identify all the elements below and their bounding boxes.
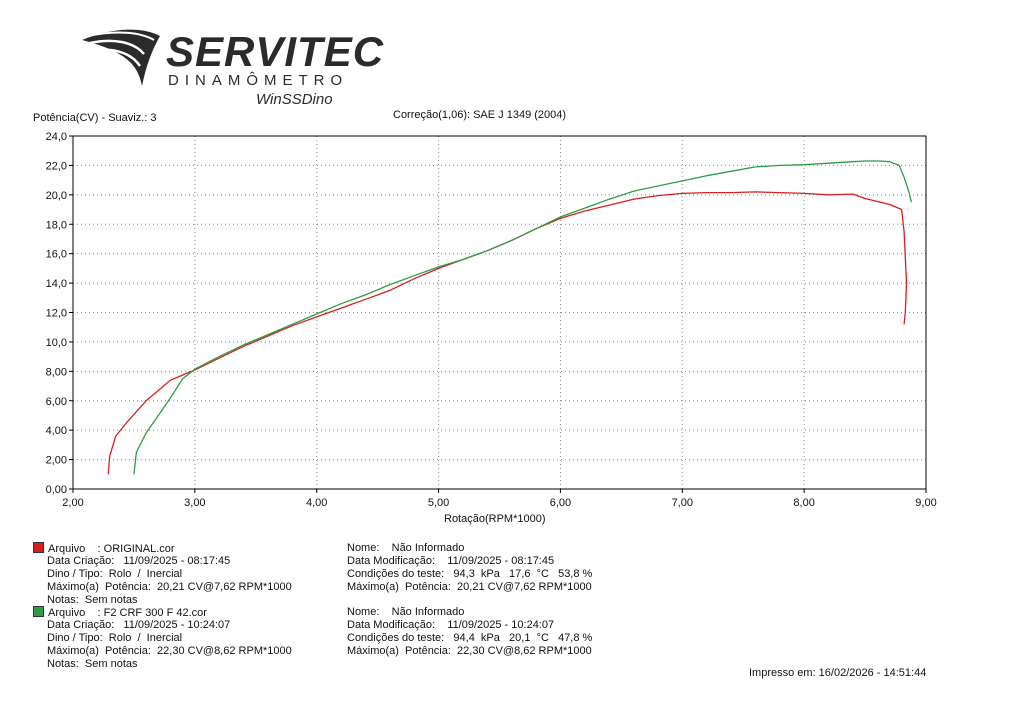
brand-software: WinSSDino bbox=[256, 91, 333, 108]
x-tick-label: 7,00 bbox=[672, 497, 693, 509]
legend-line: Arquivo : ORIGINAL.cor bbox=[48, 543, 175, 555]
legend-entry-2-right: Nome: Não Informado Data Modificação: 11… bbox=[347, 606, 592, 658]
x-tick-label: 4,00 bbox=[306, 497, 327, 509]
printed-timestamp: Impresso em: 16/02/2026 - 14:51:44 bbox=[749, 667, 927, 679]
legend-line: Condições do teste: 94,4 kPa 20,1 °C 47,… bbox=[347, 632, 593, 644]
brand-logo: SERVITEC DINAMÔMETRO WinSSDino bbox=[80, 22, 383, 112]
x-tick-label: 3,00 bbox=[184, 497, 205, 509]
legend-line: Data Modificação: 11/09/2025 - 08:17:45 bbox=[347, 555, 555, 567]
y-tick-label: 14,0 bbox=[46, 278, 67, 290]
legend-line: Máximo(a) Potência: 22,30 CV@8,62 RPM*10… bbox=[347, 645, 592, 657]
legend-line: Máximo(a) Potência: 20,21 CV@7,62 RPM*10… bbox=[347, 581, 592, 593]
y-tick-label: 0,00 bbox=[46, 484, 67, 496]
x-tick-label: 8,00 bbox=[793, 497, 814, 509]
legend-entry-1-right: Nome: Não Informado Data Modificação: 11… bbox=[347, 542, 592, 594]
legend-line: Data Modificação: 11/09/2025 - 10:24:07 bbox=[347, 619, 555, 631]
brand-subtitle: DINAMÔMETRO bbox=[168, 72, 349, 89]
correction-label: Correção(1,06): SAE J 1349 (2004) bbox=[393, 109, 567, 121]
legend-line: Data Criação: 11/09/2025 - 10:24:07 bbox=[47, 619, 231, 631]
x-axis-label: Rotação(RPM*1000) bbox=[444, 513, 546, 525]
x-tick-label: 9,00 bbox=[915, 497, 936, 509]
y-tick-label: 18,0 bbox=[46, 219, 67, 231]
plot-frame bbox=[72, 135, 927, 490]
y-axis-label: Potência(CV) - Suaviz.: 3 bbox=[33, 112, 157, 124]
legend-line: Máximo(a) Potência: 20,21 CV@7,62 RPM*10… bbox=[47, 581, 292, 593]
legend-line: Dino / Tipo: Rolo / Inercial bbox=[47, 568, 183, 580]
y-tick-label: 8,00 bbox=[46, 366, 67, 378]
y-tick-label: 4,00 bbox=[46, 425, 67, 437]
series-line-original bbox=[107, 191, 908, 475]
brand-name: SERVITEC bbox=[166, 28, 385, 75]
legend-line: Arquivo : F2 CRF 300 F 42.cor bbox=[48, 607, 207, 619]
legend-swatch-green bbox=[33, 606, 44, 617]
y-tick-label: 12,0 bbox=[46, 308, 67, 320]
legend-line: Notas: Sem notas bbox=[47, 594, 138, 606]
legend-line: Notas: Sem notas bbox=[47, 658, 138, 670]
legend-line: Máximo(a) Potência: 22,30 CV@8,62 RPM*10… bbox=[47, 645, 292, 657]
legend-swatch-red bbox=[33, 542, 44, 553]
legend-line: Nome: Não Informado bbox=[347, 542, 465, 554]
legend-line: Dino / Tipo: Rolo / Inercial bbox=[47, 632, 183, 644]
y-tick-label: 20,0 bbox=[46, 190, 67, 202]
legend-line: Nome: Não Informado bbox=[347, 606, 465, 618]
x-tick-label: 5,00 bbox=[428, 497, 449, 509]
y-tick-label: 22,0 bbox=[46, 160, 67, 172]
legend-entry-2-left: Arquivo : F2 CRF 300 F 42.cor Data Criaç… bbox=[33, 606, 292, 671]
swoosh-logo-icon bbox=[82, 29, 160, 86]
y-tick-label: 10,0 bbox=[46, 337, 67, 349]
x-tick-label: 2,00 bbox=[62, 497, 83, 509]
legend-entry-1-left: Arquivo : ORIGINAL.cor Data Criação: 11/… bbox=[33, 542, 292, 607]
y-tick-label: 24,0 bbox=[46, 131, 67, 143]
y-tick-label: 2,00 bbox=[46, 455, 67, 467]
legend-line: Data Criação: 11/09/2025 - 08:17:45 bbox=[47, 555, 231, 567]
legend-line: Condições do teste: 94,3 kPa 17,6 °C 53,… bbox=[347, 568, 593, 580]
x-tick-label: 6,00 bbox=[550, 497, 571, 509]
y-tick-label: 6,00 bbox=[46, 396, 67, 408]
series-line-f2-crf-300 bbox=[133, 160, 913, 475]
y-tick-label: 16,0 bbox=[46, 249, 67, 261]
